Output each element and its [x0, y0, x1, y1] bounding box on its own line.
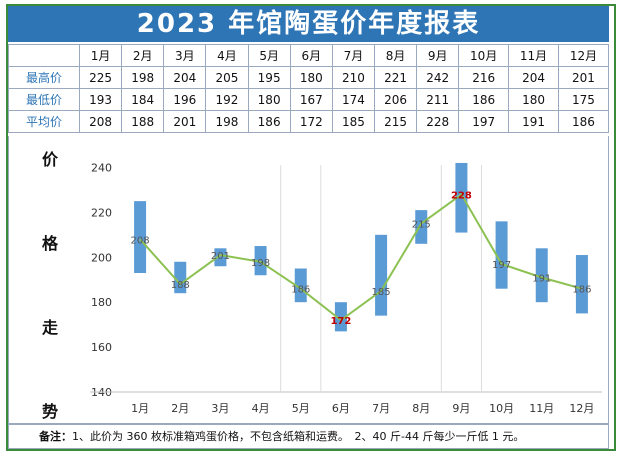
low-price-row: 最低价 193 184 196 192 180 167 174 206 211 …	[8, 88, 610, 111]
range-bar	[294, 268, 307, 303]
table-cell: 198	[121, 66, 165, 89]
y-tick-label: 220	[91, 206, 112, 219]
range-bar	[415, 210, 428, 244]
footnote-text: 1、此价为 360 枚标准箱鸡蛋价格，不包含纸箱和运费。 2、40 斤-44 斤…	[72, 430, 525, 443]
average-line	[139, 192, 583, 322]
y-tick-label: 200	[91, 251, 112, 264]
x-tick-label: 10月	[489, 402, 514, 415]
range-bar	[214, 248, 227, 267]
month-header: 9月	[416, 44, 460, 67]
data-label: 215	[412, 220, 431, 231]
range-bar	[535, 248, 548, 303]
table-cell: 191	[508, 110, 559, 133]
month-header: 3月	[163, 44, 207, 67]
range-bar	[174, 261, 187, 294]
month-header: 4月	[205, 44, 249, 67]
table-cell: 172	[289, 110, 333, 133]
axis-title-char: 格	[42, 234, 59, 253]
avg-price-row: 平均价 208 188 201 198 186 172 185 215 228 …	[8, 110, 610, 133]
x-tick-label: 2月	[171, 402, 189, 415]
month-header: 7月	[331, 44, 375, 67]
footnote-prefix: 备注：	[39, 430, 72, 443]
x-tick-label: 8月	[412, 402, 430, 415]
axis-title-char: 走	[42, 318, 59, 337]
data-label: 172	[330, 316, 351, 327]
table-cell: 175	[557, 88, 610, 111]
data-label: 185	[372, 287, 391, 298]
axis-title-char: 价	[42, 150, 59, 169]
chart-area	[8, 136, 609, 424]
range-bar	[334, 302, 347, 332]
high-price-row: 最高价 225 198 204 205 195 180 210 221 242 …	[8, 66, 610, 89]
data-label: 228	[451, 190, 472, 201]
data-label: 197	[492, 260, 511, 271]
data-label: 198	[251, 258, 270, 269]
range-bar	[575, 255, 588, 314]
table-cell: 185	[331, 110, 375, 133]
price-table: 1月 2月 3月 4月 5月 6月 7月 8月 9月 10月 11月 12月 最…	[8, 44, 610, 133]
data-label: 186	[291, 285, 310, 296]
table-cell: 228	[416, 110, 460, 133]
table-cell: 215	[373, 110, 418, 133]
axis-title-char: 势	[42, 402, 59, 421]
range-bar	[455, 162, 468, 233]
month-header: 6月	[289, 44, 333, 67]
table-cell: 198	[205, 110, 249, 133]
x-tick-label: 1月	[131, 402, 149, 415]
data-label: 191	[532, 273, 551, 284]
range-bar	[134, 201, 147, 273]
data-label: 186	[572, 285, 591, 296]
y-tick-label: 160	[91, 341, 112, 354]
data-label: 208	[131, 235, 150, 246]
x-tick-label: 5月	[292, 402, 310, 415]
row-label: 平均价	[8, 110, 80, 133]
table-cell: 197	[458, 110, 510, 133]
x-tick-label: 11月	[529, 402, 554, 415]
table-cell: 201	[557, 66, 610, 89]
y-tick-label: 180	[91, 296, 112, 309]
range-bar	[254, 246, 267, 276]
data-label: 201	[211, 251, 230, 262]
y-tick-label: 240	[91, 161, 112, 174]
table-cell: 174	[331, 88, 375, 111]
x-tick-label: 3月	[211, 402, 229, 415]
footnote: 备注：1、此价为 360 枚标准箱鸡蛋价格，不包含纸箱和运费。 2、40 斤-4…	[8, 424, 609, 449]
table-cell: 186	[557, 110, 610, 133]
data-label: 188	[171, 280, 190, 291]
month-header: 2月	[121, 44, 165, 67]
table-cell: 167	[289, 88, 333, 111]
range-bar	[495, 221, 508, 289]
table-cell: 184	[121, 88, 165, 111]
x-tick-label: 12月	[569, 402, 594, 415]
table-cell: 188	[121, 110, 165, 133]
table-cell: 193	[78, 88, 123, 111]
x-tick-label: 6月	[332, 402, 350, 415]
report-title: 2023 年馆陶蛋价年度报表	[8, 6, 609, 42]
x-tick-label: 9月	[452, 402, 470, 415]
x-tick-label: 4月	[252, 402, 270, 415]
table-cell: 216	[458, 66, 510, 89]
table-cell: 186	[247, 110, 291, 133]
x-tick-label: 7月	[372, 402, 390, 415]
range-bar	[375, 234, 388, 316]
